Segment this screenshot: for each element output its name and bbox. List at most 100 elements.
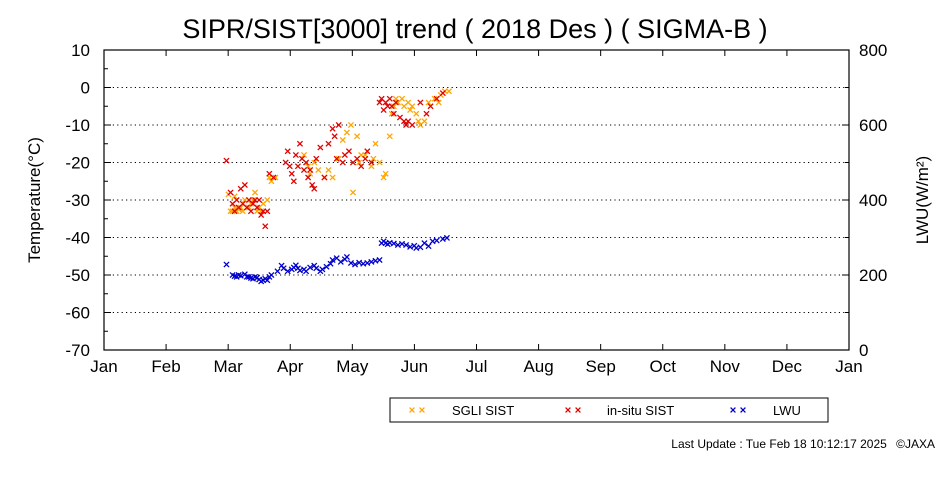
sgli-sist-point	[370, 155, 377, 162]
in-situ-sist-point	[223, 157, 230, 164]
sgli-sist-point	[407, 106, 414, 114]
in-situ-sist-point	[247, 208, 255, 215]
lwu-point	[237, 272, 244, 279]
y2-tick-label: 0	[859, 341, 868, 360]
x-tick-label: Mar	[214, 357, 244, 376]
plot-frame	[103, 49, 850, 351]
y-tick-label: -70	[65, 341, 90, 360]
x-tick-label: Aug	[523, 357, 553, 376]
in-situ-sist-point	[313, 155, 320, 162]
last-update-text: Last Update : Tue Feb 18 10:12:17 2025	[671, 437, 887, 451]
sgli-sist-point	[237, 204, 244, 211]
in-situ-sist-point	[439, 90, 446, 97]
lwu-point	[425, 243, 432, 250]
grid-lines	[104, 87, 849, 313]
in-situ-sist-point	[296, 140, 304, 147]
sgli-sist-point	[329, 174, 336, 181]
lwu-point	[329, 256, 336, 264]
sgli-sist-point	[386, 133, 393, 140]
lwu-point	[274, 268, 281, 275]
in-situ-sist-point	[433, 95, 440, 102]
in-situ-sist-point	[288, 170, 295, 177]
y-axis-title: Temperature(°C)	[25, 137, 44, 263]
y2-axis-title: LWU(W/m²)	[913, 156, 932, 244]
sgli-sist-point	[398, 95, 406, 102]
legend-marker-sgli-sist	[409, 407, 415, 413]
y-tick-label: -50	[65, 266, 90, 285]
sgli-sist-point	[372, 140, 379, 147]
y-tick-label: -10	[65, 116, 90, 135]
in-situ-sist-point	[329, 125, 336, 132]
in-situ-sist-point	[262, 223, 269, 230]
lwu-point	[398, 240, 406, 247]
lwu-point	[327, 260, 334, 267]
in-situ-sist-point	[233, 196, 240, 204]
sgli-sist-point	[380, 174, 387, 181]
y2-tick-label: 400	[859, 191, 887, 210]
x-tick-label: Oct	[650, 357, 677, 376]
x-axis: Jan Feb Mar Apr May Jun Jul Aug Sep Oct Nov Dec Jan	[90, 50, 863, 376]
lwu-point	[351, 261, 359, 268]
in-situ-sist-point	[427, 103, 434, 110]
in-situ-sist-point	[333, 155, 340, 162]
lwu-point	[313, 265, 320, 272]
sgli-sist-point	[343, 129, 350, 136]
in-situ-sist-point	[390, 110, 397, 117]
in-situ-sist-point	[303, 159, 310, 166]
legend-marker-sgli-sist	[419, 407, 425, 413]
in-situ-sist-point	[256, 196, 263, 204]
sgli-sist-point	[339, 136, 346, 144]
lwu-point	[390, 240, 397, 247]
lwu-point	[433, 237, 440, 244]
y-tick-label: -20	[65, 154, 90, 173]
legend-label-lwu: LWU	[773, 403, 801, 418]
in-situ-sist-point	[358, 163, 365, 170]
sgli-sist-point	[415, 118, 422, 125]
in-situ-sist-point	[284, 148, 291, 155]
legend: SGLI SIST in-situ SIST LWU	[389, 397, 829, 423]
in-situ-sist-point	[409, 121, 416, 129]
sgli-sist-point	[251, 189, 259, 196]
lwu-point	[243, 273, 250, 280]
lwu-point	[223, 261, 230, 268]
sgli-sist-point	[409, 103, 416, 110]
sgli-sist-point	[311, 159, 318, 166]
lwu-point	[376, 256, 383, 264]
y-tick-label: 10	[71, 41, 90, 60]
in-situ-sist-point	[368, 159, 375, 166]
lwu-point	[356, 259, 363, 266]
in-situ-sist-point	[270, 174, 277, 181]
sgli-sist-point	[264, 196, 271, 204]
sgli-sist-point	[300, 151, 308, 159]
sgli-sist-point	[413, 110, 420, 117]
y-axis-left: 10 0 -10 -20 -30 -40 -50 -60 -70	[65, 41, 111, 360]
in-situ-sist-point	[241, 181, 248, 189]
in-situ-sist-point	[386, 95, 393, 102]
y-tick-label: 0	[81, 79, 90, 98]
sgli-sist-point	[356, 159, 363, 166]
in-situ-sist-point	[423, 110, 430, 117]
sgli-sist-point	[445, 88, 453, 95]
in-situ-sist-point	[345, 148, 352, 155]
lwu-point	[439, 235, 446, 243]
sgli-sist-point	[382, 170, 389, 177]
lwu-point	[284, 268, 291, 275]
legend-marker-lwu	[730, 407, 736, 413]
sgli-sist-point	[315, 166, 322, 174]
y2-tick-label: 800	[859, 41, 887, 60]
x-tick-label: Feb	[151, 357, 180, 376]
x-tick-label: Jan	[90, 357, 117, 376]
lwu-point	[323, 263, 330, 270]
in-situ-sist-point	[392, 99, 399, 106]
x-tick-label: Jan	[835, 357, 862, 376]
lwu-point	[296, 267, 304, 274]
sgli-sist-point	[325, 166, 332, 174]
sgli-sist-point	[347, 121, 355, 129]
lwu-point	[364, 259, 371, 267]
in-situ-sist-point	[292, 151, 299, 159]
x-tick-label: May	[336, 357, 369, 376]
lwu-point	[368, 258, 375, 265]
in-situ-sist-point	[354, 155, 361, 162]
in-situ-sist-point	[362, 155, 369, 162]
